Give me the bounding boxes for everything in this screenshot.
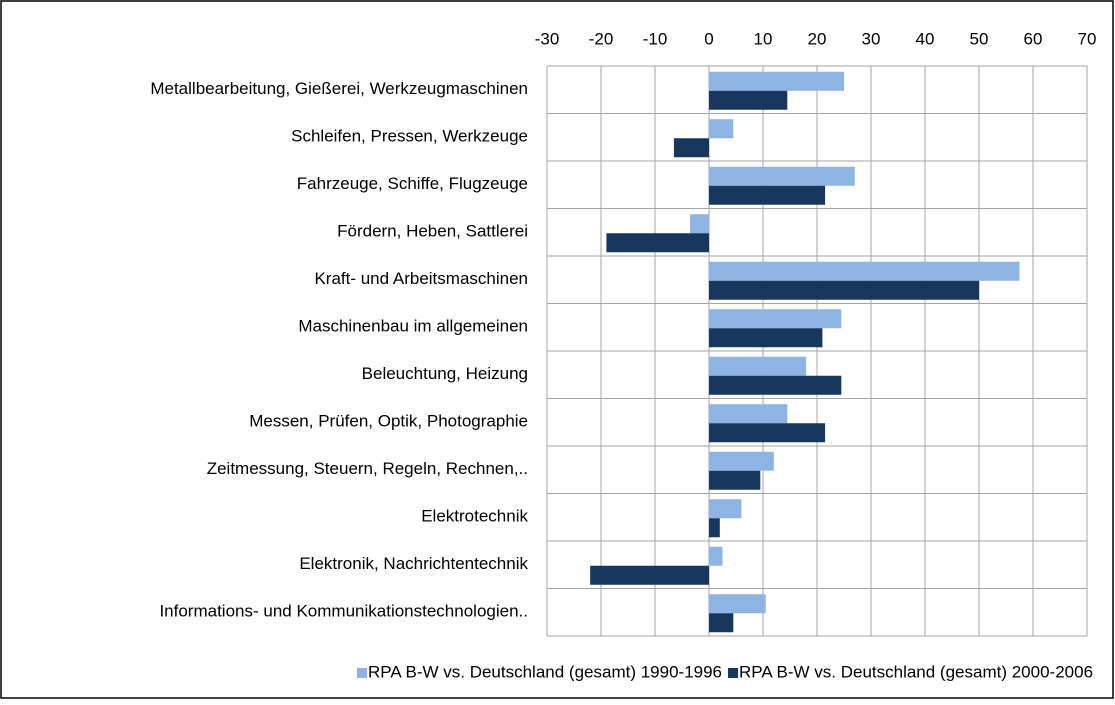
x-tick-label: 60 bbox=[1024, 29, 1043, 48]
bar bbox=[709, 90, 788, 110]
bar bbox=[709, 375, 842, 395]
bar bbox=[590, 565, 709, 585]
y-tick-label: Elektronik, Nachrichtentechnik bbox=[299, 554, 528, 573]
bar bbox=[690, 214, 709, 234]
y-tick-label: Fördern, Heben, Sattlerei bbox=[337, 222, 528, 241]
bar bbox=[709, 518, 720, 538]
y-tick-label: Schleifen, Pressen, Werkzeuge bbox=[291, 127, 528, 146]
x-tick-label: 20 bbox=[808, 29, 827, 48]
bar bbox=[709, 613, 734, 633]
y-tick-label: Metallbearbeitung, Gießerei, Werkzeugmas… bbox=[150, 79, 528, 98]
bar bbox=[709, 404, 788, 424]
y-tick-label: Messen, Prüfen, Optik, Photographie bbox=[249, 412, 528, 431]
x-tick-label: -10 bbox=[643, 29, 668, 48]
x-tick-label: -30 bbox=[535, 29, 560, 48]
bar bbox=[709, 261, 1020, 281]
x-tick-label: 10 bbox=[754, 29, 773, 48]
legend-marker bbox=[728, 668, 739, 678]
x-tick-label: 40 bbox=[916, 29, 935, 48]
y-tick-label: Beleuchtung, Heizung bbox=[362, 364, 528, 383]
bar bbox=[709, 166, 855, 186]
bar bbox=[606, 233, 709, 253]
bar bbox=[709, 309, 842, 329]
bar bbox=[709, 546, 723, 566]
y-tick-label: Kraft- und Arbeitsmaschinen bbox=[314, 269, 528, 288]
bar bbox=[709, 423, 826, 443]
bar bbox=[709, 470, 761, 490]
x-tick-label: -20 bbox=[589, 29, 614, 48]
bar bbox=[709, 280, 979, 300]
bar bbox=[709, 356, 807, 376]
y-tick-label: Maschinenbau im allgemeinen bbox=[298, 317, 528, 336]
bar bbox=[709, 185, 826, 205]
y-tick-label: Elektrotechnik bbox=[421, 507, 528, 526]
x-tick-label: 30 bbox=[862, 29, 881, 48]
bar bbox=[709, 71, 844, 91]
x-tick-label: 0 bbox=[704, 29, 713, 48]
bar bbox=[709, 451, 774, 471]
y-tick-label: Zeitmessung, Steuern, Regeln, Rechnen,.. bbox=[207, 459, 528, 478]
legend-marker bbox=[357, 668, 367, 678]
legend-label: RPA B-W vs. Deutschland (gesamt) 2000-20… bbox=[739, 662, 1093, 681]
bar bbox=[709, 594, 766, 614]
x-tick-label: 70 bbox=[1078, 29, 1097, 48]
legend-label: RPA B-W vs. Deutschland (gesamt) 1990-19… bbox=[368, 662, 722, 681]
bar bbox=[709, 499, 742, 519]
y-tick-label: Informations- und Kommunikationstechnolo… bbox=[159, 602, 528, 621]
bar bbox=[709, 119, 734, 139]
bar bbox=[709, 328, 823, 348]
x-tick-label: 50 bbox=[970, 29, 989, 48]
y-tick-label: Fahrzeuge, Schiffe, Flugzeuge bbox=[297, 174, 528, 193]
bar bbox=[673, 138, 709, 158]
